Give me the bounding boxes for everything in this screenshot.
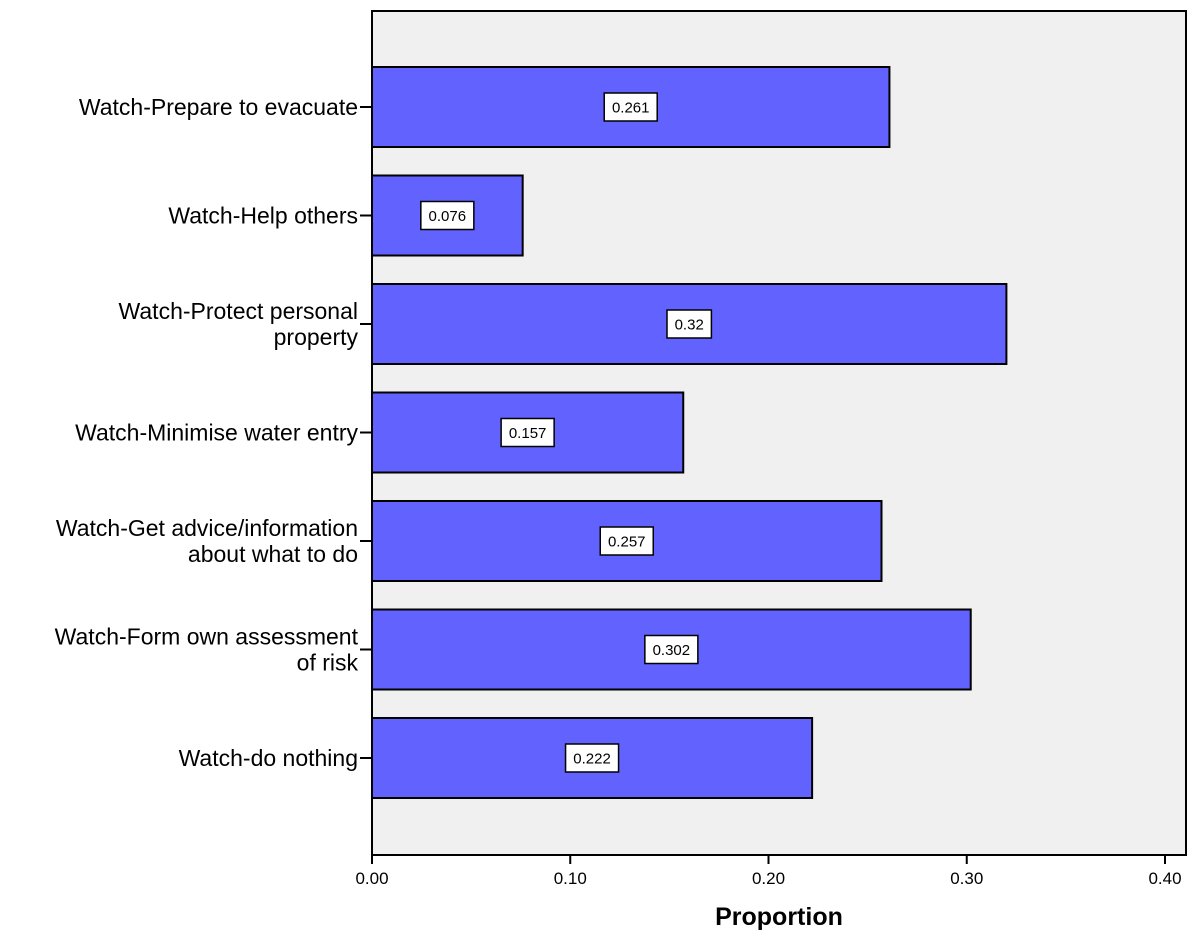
labels-layer: 0.261 Watch-Prepare to evacuate 0.076 Watch… xyxy=(55,92,713,773)
x-tick-label: 0.30 xyxy=(950,869,983,888)
data-label: 0.32 xyxy=(675,317,704,334)
data-label: 0.222 xyxy=(573,751,611,768)
data-label-box xyxy=(564,743,620,773)
category-label-line: Watch-Get advice/information xyxy=(56,515,358,541)
category-label-line: of risk xyxy=(297,650,359,676)
x-tick-label: 0.00 xyxy=(355,869,388,888)
category-label-line: about what to do xyxy=(188,541,358,567)
category-label-line: property xyxy=(274,324,359,350)
category-label: Watch-Help others xyxy=(168,203,358,229)
category-label: Watch-Form own assessment of risk xyxy=(55,624,359,676)
x-tick-label: 0.40 xyxy=(1148,869,1181,888)
category-label-line: Watch-Form own assessment xyxy=(55,624,359,650)
category-label-line: Watch-Protect personal xyxy=(119,298,358,324)
axes-layer: 0.00 0.10 0.20 0.30 0.40 xyxy=(355,106,1182,888)
data-label-box xyxy=(420,200,475,231)
data-label: 0.076 xyxy=(429,208,467,225)
x-tick-label: 0.20 xyxy=(752,869,785,888)
data-label-box xyxy=(603,92,658,122)
category-label-line: Watch-Help others xyxy=(168,203,358,229)
data-label-box xyxy=(666,309,713,339)
data-label: 0.261 xyxy=(612,100,650,117)
data-label: 0.257 xyxy=(608,534,646,551)
category-label-line: Watch-do nothing xyxy=(179,745,358,771)
bars-layer xyxy=(371,66,1008,799)
category-label-line: Watch-Minimise water entry xyxy=(75,420,358,446)
category-label: Watch-Protect personal property xyxy=(119,298,359,350)
data-label: 0.157 xyxy=(509,425,547,442)
category-label: Watch-do nothing xyxy=(179,745,358,771)
x-axis-title: Proportion xyxy=(715,903,843,931)
data-label-box xyxy=(644,634,699,665)
category-label: Watch-Prepare to evacuate xyxy=(79,94,358,120)
category-label: Watch-Get advice/information about what t… xyxy=(56,515,358,567)
category-label: Watch-Minimise water entry xyxy=(75,420,358,446)
category-label-line: Watch-Prepare to evacuate xyxy=(79,94,358,120)
x-tick-label: 0.10 xyxy=(554,869,587,888)
data-label: 0.302 xyxy=(653,642,691,659)
data-label-box xyxy=(500,417,555,448)
data-label-box xyxy=(599,526,655,556)
